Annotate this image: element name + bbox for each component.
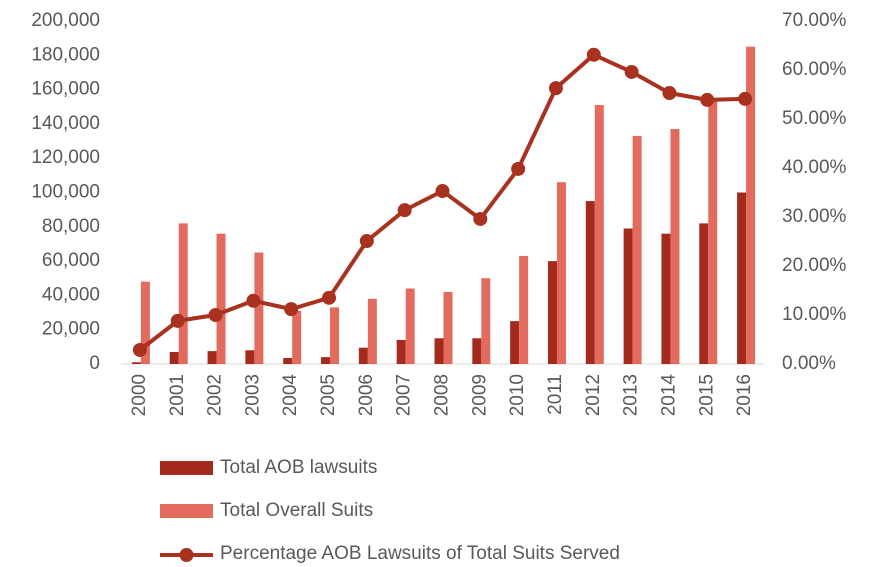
bar: [169, 351, 179, 364]
bar: [216, 233, 226, 364]
y-tick-label: 60,000: [42, 250, 100, 271]
y2-tick-label: 60.00%: [782, 59, 847, 80]
y2-tick-label: 20.00%: [782, 255, 847, 276]
x-tick-label: 2008: [432, 374, 453, 416]
bar: [510, 321, 520, 364]
line-marker: [511, 161, 526, 176]
bar: [519, 255, 529, 364]
line-marker: [359, 234, 374, 249]
line-marker: [473, 211, 488, 226]
bar: [254, 252, 264, 364]
line-marker: [132, 342, 147, 357]
bar: [472, 338, 482, 364]
bar: [367, 298, 377, 364]
legend-marker: [179, 548, 194, 562]
bar: [632, 135, 642, 364]
line-marker: [624, 64, 639, 79]
y2-tick-label: 0.00%: [782, 353, 836, 374]
line-marker: [284, 302, 299, 317]
legend-label: Percentage AOB Lawsuits of Total Suits S…: [220, 543, 620, 564]
bar: [434, 338, 444, 364]
x-tick-label: 2000: [129, 374, 150, 416]
line-marker: [208, 308, 223, 322]
line: [138, 52, 746, 352]
bar: [443, 291, 453, 364]
legend-swatch: [160, 461, 213, 475]
x-tick-label: 2006: [356, 374, 377, 416]
y-tick-label: 120,000: [31, 147, 100, 168]
y-tick-label: 80,000: [42, 216, 100, 237]
legend-label: Total AOB lawsuits: [220, 457, 377, 478]
x-tick-label: 2003: [242, 374, 263, 416]
bar: [481, 278, 491, 364]
y-tick-label: 20,000: [42, 319, 100, 340]
y2-tick-label: 50.00%: [782, 108, 847, 129]
bar: [292, 310, 302, 364]
line-marker: [548, 81, 563, 96]
line-marker: [170, 313, 185, 328]
y2-tick-label: 70.00%: [782, 10, 847, 31]
y-tick-label: 40,000: [42, 284, 100, 305]
bar: [178, 223, 188, 364]
legend-swatch: [160, 504, 213, 518]
line-marker: [662, 86, 677, 101]
line-marker: [700, 92, 715, 107]
bar: [699, 223, 709, 364]
y-tick-label: 160,000: [31, 79, 100, 100]
y2-tick-label: 30.00%: [782, 206, 847, 227]
x-tick-label: 2013: [621, 374, 642, 416]
x-tick-label: 2012: [583, 374, 604, 416]
x-tick-label: 2015: [696, 374, 717, 416]
bar: [283, 357, 293, 364]
bar: [737, 192, 747, 364]
bar: [131, 362, 141, 364]
bar: [708, 99, 718, 364]
bar: [670, 129, 680, 364]
bar: [746, 46, 756, 364]
bar: [405, 288, 415, 364]
bar: [661, 233, 671, 364]
y-tick-label: 180,000: [31, 44, 100, 65]
bar: [245, 350, 255, 364]
x-tick-label: 2002: [205, 374, 226, 416]
x-tick-label: 2007: [394, 374, 415, 416]
x-tick-label: 2009: [469, 374, 490, 416]
bar: [140, 281, 150, 364]
x-tick-label: 2010: [507, 374, 528, 416]
y-tick-label: 100,000: [31, 182, 100, 203]
x-tick-label: 2004: [280, 374, 301, 417]
legend-label: Total Overall Suits: [220, 500, 373, 521]
bar: [330, 307, 340, 364]
line-marker: [435, 184, 450, 199]
bar: [556, 182, 566, 364]
x-tick-label: 2014: [658, 374, 679, 417]
y-tick-label: 140,000: [31, 113, 100, 134]
bar: [358, 347, 368, 364]
bar: [594, 105, 604, 364]
y2-tick-label: 10.00%: [782, 304, 847, 325]
bar: [623, 228, 633, 364]
x-tick-label: 2011: [545, 374, 566, 415]
line-marker: [397, 203, 412, 218]
y2-tick-label: 40.00%: [782, 157, 847, 178]
bar: [585, 201, 595, 364]
bar: [207, 351, 217, 364]
x-tick-label: 2005: [318, 374, 339, 416]
y-tick-label: 0: [89, 353, 100, 374]
line-marker: [246, 293, 261, 308]
x-tick-label: 2001: [167, 374, 188, 416]
line-marker: [322, 290, 337, 305]
y-tick-label: 200,000: [31, 10, 100, 31]
bar: [321, 357, 331, 364]
bar: [547, 261, 557, 364]
x-tick-label: 2016: [734, 374, 755, 416]
line-marker: [586, 47, 601, 62]
line-marker: [738, 91, 753, 106]
bar: [396, 339, 406, 364]
